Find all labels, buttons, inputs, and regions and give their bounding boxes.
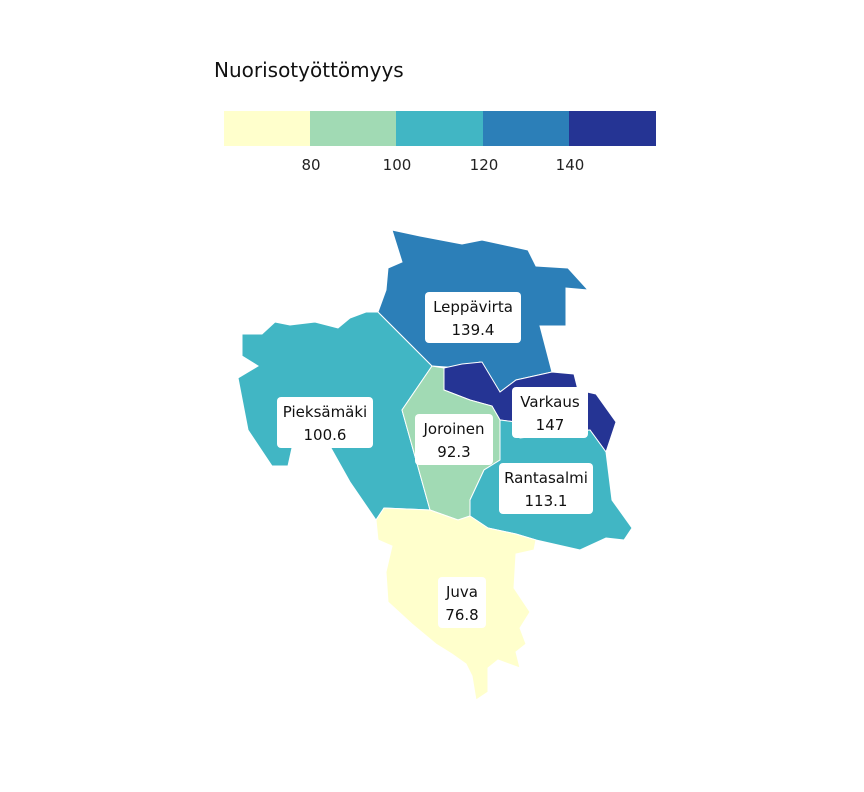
label-pieksamaki: Pieksämäki 100.6: [277, 397, 373, 448]
legend-tick-140: 140: [556, 156, 585, 174]
region-value: 100.6: [304, 426, 347, 444]
legend-swatch-3: [396, 111, 484, 146]
legend-swatch-4: [483, 111, 570, 146]
label-varkaus: Varkaus 147: [512, 387, 588, 438]
label-rantasalmi: Rantasalmi 113.1: [499, 463, 593, 514]
region-name: Pieksämäki: [283, 403, 367, 421]
region-value: 147: [536, 416, 565, 434]
legend-swatch-2: [310, 111, 397, 146]
region-name: Rantasalmi: [504, 469, 588, 487]
region-value: 92.3: [437, 443, 470, 461]
legend-tick-100: 100: [383, 156, 412, 174]
label-joroinen: Joroinen 92.3: [415, 414, 493, 465]
legend: Nuorisotyöttömyys 80 100 120 140: [214, 58, 656, 174]
region-value: 139.4: [452, 321, 495, 339]
region-name: Juva: [445, 583, 478, 601]
legend-tick-80: 80: [301, 156, 320, 174]
legend-swatch-1: [224, 111, 311, 146]
region-name: Varkaus: [520, 393, 580, 411]
legend-title: Nuorisotyöttömyys: [214, 58, 404, 82]
region-value: 113.1: [525, 492, 568, 510]
region-name: Joroinen: [422, 420, 484, 438]
region-value: 76.8: [445, 606, 478, 624]
region-labels: Leppävirta 139.4 Pieksämäki 100.6 Varkau…: [277, 292, 593, 628]
legend-tick-120: 120: [470, 156, 499, 174]
region-name: Leppävirta: [433, 298, 513, 316]
label-juva: Juva 76.8: [438, 577, 486, 628]
label-leppavirta: Leppävirta 139.4: [425, 292, 521, 343]
legend-swatch-5: [569, 111, 656, 146]
